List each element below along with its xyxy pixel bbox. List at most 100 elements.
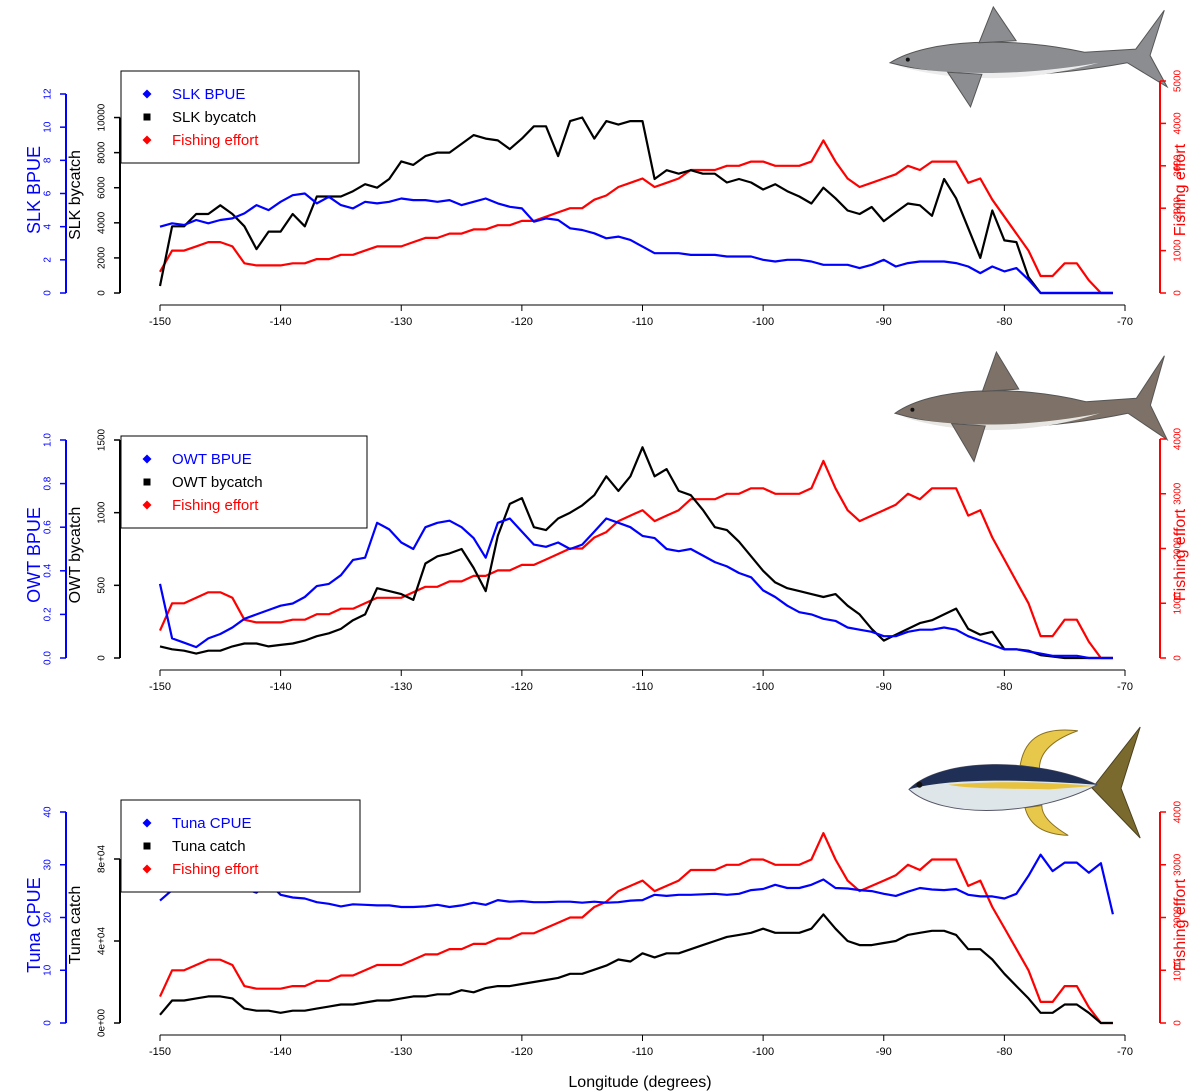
left-axis-tick-label: 0.2	[43, 607, 54, 621]
x-tick-label: -70	[1117, 1046, 1133, 1058]
tuna-eye	[916, 781, 923, 788]
x-tick-label: -90	[876, 681, 892, 693]
x-tick-label: -120	[511, 681, 533, 693]
right-axis-tick-label: 0	[1173, 290, 1184, 296]
legend-label: SLK bycatch	[172, 109, 256, 126]
left-axis-tick-label: 4	[43, 223, 54, 229]
legend-marker-square	[143, 478, 151, 486]
mid-axis-tick-label: 1500	[97, 428, 108, 451]
series-line-cpue	[159, 853, 1114, 915]
legend-label: Fishing effort	[172, 497, 259, 514]
series-line-catch	[159, 446, 1113, 660]
panel-tuna: -150 -140 -130 -120 -110 -100 -90 -80 -70 0 10 20 30…	[24, 726, 1189, 1058]
shark-pectoral-fin	[950, 423, 986, 463]
mid-axis-tick-label: 0e+00	[97, 1009, 108, 1038]
left-axis-tick-label: 8	[43, 157, 54, 163]
left-axis-tick-label: 30	[43, 859, 54, 871]
left-axis-title: Tuna CPUE	[24, 877, 44, 972]
right-axis-title: Fishing effort	[1172, 878, 1189, 971]
tuna-tail	[1091, 726, 1141, 839]
legend-box	[120, 70, 360, 164]
mid-axis-tick-label: 1000	[97, 501, 108, 524]
mid-axis-tick-label: 6000	[97, 176, 108, 199]
x-tick-label: -120	[511, 1046, 533, 1058]
x-tick-label: -130	[390, 316, 412, 328]
x-tick-label: -120	[511, 316, 533, 328]
x-tick-label: -150	[149, 316, 171, 328]
legend-label: Tuna catch	[172, 838, 246, 855]
x-tick-label: -110	[632, 1046, 653, 1058]
tuna-yellow-stripe	[948, 782, 1095, 790]
series-line-cpue	[158, 517, 1113, 660]
left-axis-tick-label: 6	[43, 190, 54, 196]
oceanic-whitetip-shark-illustration	[893, 350, 1169, 463]
mid-axis-title: OWT bycatch	[67, 507, 84, 604]
right-axis-title: Fishing effort	[1172, 508, 1189, 601]
legend-label: Tuna CPUE	[172, 815, 251, 832]
mid-axis-tick-label: 4e+04	[97, 927, 108, 956]
mid-axis-tick-label: 2000	[97, 246, 108, 269]
shark-eye	[905, 57, 910, 62]
x-tick-label: -150	[149, 681, 171, 693]
mid-axis-tick-label: 0	[97, 290, 108, 296]
silky-shark-illustration	[888, 5, 1169, 108]
x-tick-label: -140	[270, 681, 292, 693]
right-axis-tick-label: 3000	[1173, 154, 1184, 177]
legend-marker-diamond	[142, 135, 152, 145]
left-axis-tick-label: 2	[43, 257, 54, 263]
x-tick-label: -70	[1117, 681, 1133, 693]
mid-axis-tick-label: 4000	[97, 211, 108, 234]
shark-belly	[902, 413, 1100, 431]
x-tick-label: -100	[752, 681, 774, 693]
left-axis-tick-label: 10	[43, 121, 54, 133]
left-axis-tick-label: 0.0	[43, 651, 54, 665]
right-axis-tick-label: 3000	[1173, 853, 1184, 876]
legend-label: Fishing effort	[172, 132, 259, 149]
series-line-cpue	[159, 192, 1113, 295]
x-tick-label: -150	[149, 1046, 171, 1058]
left-axis-tick-label: 20	[43, 912, 54, 924]
x-tick-label: -100	[752, 316, 774, 328]
x-tick-label: -90	[876, 316, 892, 328]
legend-label: OWT BPUE	[172, 451, 252, 468]
mid-axis-title: SLK bycatch	[67, 150, 84, 240]
legend-label: OWT bycatch	[172, 474, 263, 491]
right-axis-tick-label: 0	[1173, 1020, 1184, 1026]
legend-box	[120, 799, 361, 893]
mid-axis-tick-label: 8000	[97, 141, 108, 164]
x-tick-label: -100	[752, 1046, 774, 1058]
series-line-catch	[159, 913, 1113, 1025]
right-axis-tick-label: 2000	[1173, 906, 1184, 929]
shark-pectoral-fin	[946, 71, 983, 108]
right-axis-tick-label: 4000	[1173, 427, 1184, 450]
legend-marker-square	[143, 842, 151, 850]
legend-marker-diamond	[142, 500, 152, 510]
right-axis-tick-label: 0	[1173, 655, 1184, 661]
shark-dorsal-fin	[981, 350, 1020, 392]
mid-axis-tick-label: 8e+04	[97, 845, 108, 874]
x-tick-label: -110	[632, 681, 653, 693]
x-tick-label: -80	[996, 316, 1012, 328]
right-axis-tick-label: 5000	[1173, 69, 1184, 92]
x-tick-label: -80	[996, 681, 1012, 693]
x-axis-title: Longitude (degrees)	[568, 1074, 711, 1091]
series-line-catch	[158, 116, 1113, 295]
legend-box	[120, 435, 368, 529]
left-axis-title: OWT BPUE	[24, 507, 44, 603]
mid-axis-tick-label: 10000	[97, 103, 108, 131]
shark-dorsal-fin	[978, 5, 1018, 44]
x-tick-label: -70	[1117, 316, 1133, 328]
left-axis-tick-label: 1.0	[43, 433, 54, 447]
panel-owt: -150 -140 -130 -120 -110 -100 -90 -80 -70 0.0 0.2 0…	[24, 350, 1189, 693]
tuna-anal-fin	[1024, 804, 1069, 836]
legend-label: SLK BPUE	[172, 86, 245, 103]
left-axis-title: SLK BPUE	[24, 146, 44, 234]
shark-eye	[910, 407, 915, 412]
right-axis-title: Fishing effort	[1172, 143, 1189, 236]
series-line-effort	[159, 831, 1113, 1025]
left-axis-tick-label: 0.8	[43, 476, 54, 490]
left-axis-tick-label: 0	[43, 1020, 54, 1026]
yellowfin-tuna-illustration	[908, 726, 1141, 839]
right-axis-tick-label: 2000	[1173, 537, 1184, 560]
